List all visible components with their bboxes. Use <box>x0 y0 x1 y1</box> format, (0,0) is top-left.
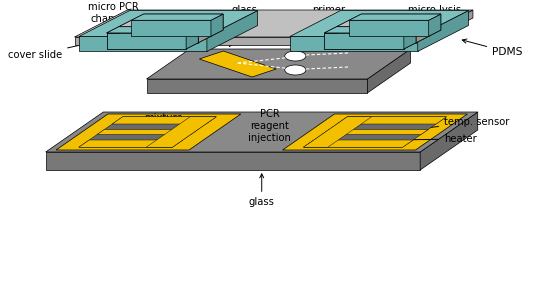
Polygon shape <box>56 114 241 150</box>
Text: PCR
reagent
injection: PCR reagent injection <box>248 109 291 142</box>
Ellipse shape <box>285 65 306 75</box>
Ellipse shape <box>285 51 306 61</box>
Polygon shape <box>186 27 198 49</box>
Polygon shape <box>119 27 198 43</box>
Polygon shape <box>416 20 429 43</box>
Polygon shape <box>429 14 441 36</box>
Polygon shape <box>132 14 223 20</box>
Text: micro lysis
reactor: micro lysis reactor <box>388 5 461 27</box>
Polygon shape <box>324 27 416 33</box>
Text: mixture
reservoir: mixture reservoir <box>141 113 186 135</box>
Text: glass: glass <box>249 174 275 207</box>
Polygon shape <box>290 37 418 52</box>
Polygon shape <box>211 14 223 36</box>
Polygon shape <box>322 130 428 134</box>
Polygon shape <box>79 140 183 147</box>
Polygon shape <box>95 140 173 144</box>
Polygon shape <box>46 112 478 152</box>
Polygon shape <box>207 10 258 52</box>
Text: cover slide: cover slide <box>8 37 114 60</box>
Polygon shape <box>107 14 223 33</box>
Polygon shape <box>349 20 429 36</box>
Polygon shape <box>337 27 416 43</box>
Polygon shape <box>290 10 468 37</box>
Polygon shape <box>337 20 429 27</box>
Polygon shape <box>46 152 420 170</box>
Polygon shape <box>337 117 447 124</box>
Polygon shape <box>198 20 211 43</box>
Polygon shape <box>404 14 441 49</box>
Polygon shape <box>420 10 473 45</box>
Text: primer
injection: primer injection <box>298 5 350 54</box>
Text: heater: heater <box>395 134 477 144</box>
Polygon shape <box>79 117 216 147</box>
Polygon shape <box>304 117 372 147</box>
Polygon shape <box>124 120 202 124</box>
Polygon shape <box>186 14 223 49</box>
Polygon shape <box>75 10 473 37</box>
Text: micro PCR
chamber: micro PCR chamber <box>88 2 160 24</box>
Polygon shape <box>107 27 198 33</box>
Text: temp. sensor: temp. sensor <box>395 117 510 133</box>
Polygon shape <box>107 33 186 49</box>
Polygon shape <box>79 10 258 37</box>
Polygon shape <box>146 79 367 93</box>
Polygon shape <box>107 33 186 49</box>
Polygon shape <box>199 51 276 77</box>
Polygon shape <box>420 112 478 170</box>
Polygon shape <box>112 117 216 124</box>
Text: PDMS: PDMS <box>462 39 523 57</box>
Polygon shape <box>283 114 467 150</box>
Polygon shape <box>324 33 404 49</box>
Polygon shape <box>324 33 404 49</box>
Text: glass: glass <box>229 5 257 46</box>
Polygon shape <box>110 130 187 134</box>
Polygon shape <box>75 37 420 45</box>
Polygon shape <box>79 37 207 52</box>
Polygon shape <box>324 14 441 33</box>
Polygon shape <box>119 20 211 27</box>
Polygon shape <box>418 10 468 52</box>
Polygon shape <box>404 27 416 49</box>
Polygon shape <box>367 49 411 93</box>
Polygon shape <box>132 20 211 36</box>
Polygon shape <box>304 140 413 147</box>
Polygon shape <box>349 14 441 20</box>
Polygon shape <box>304 117 447 147</box>
Polygon shape <box>146 117 216 147</box>
Polygon shape <box>97 130 198 134</box>
Polygon shape <box>146 49 411 79</box>
Text: mixer: mixer <box>164 37 225 60</box>
